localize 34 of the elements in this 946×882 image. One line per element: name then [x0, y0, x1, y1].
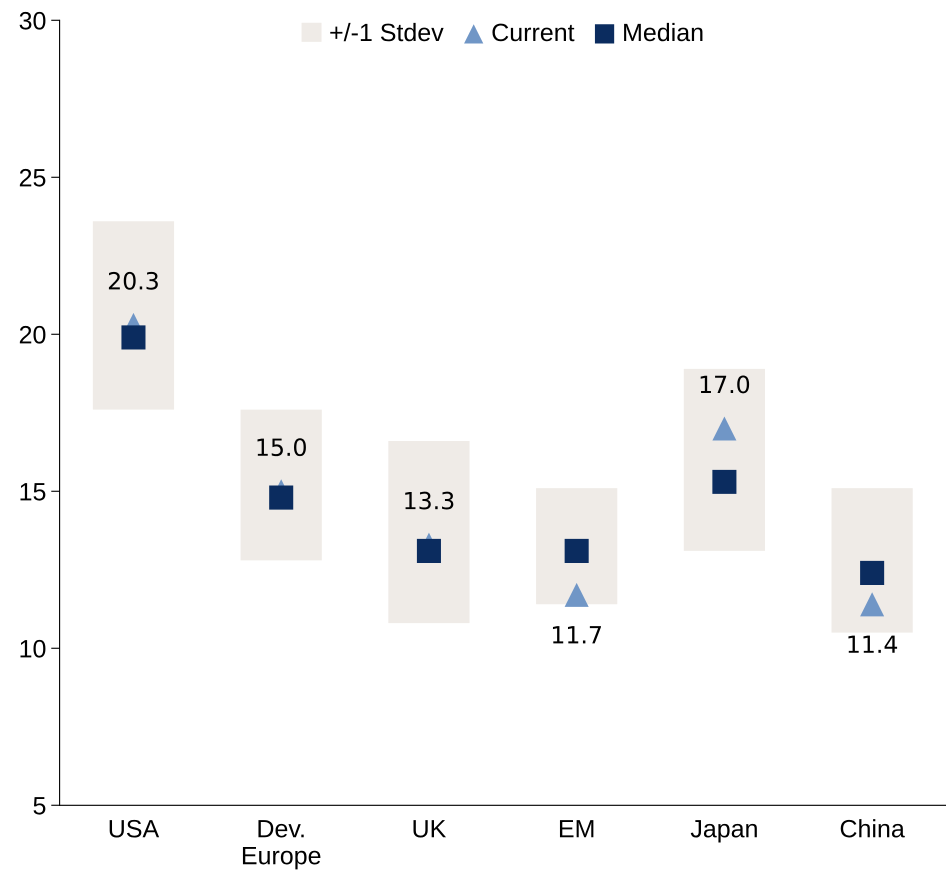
y-tick-label: 20 [20, 326, 46, 344]
x-tick-label: EM [560, 820, 594, 838]
x-tick-label: UK [413, 820, 446, 838]
x-tick-label: Dev. Europe [242, 820, 320, 870]
data-label: 15.0 [258, 438, 306, 456]
data-label: 13.3 [405, 492, 454, 510]
data-label: 11.7 [552, 626, 601, 644]
y-tick-label: 10 [20, 640, 46, 658]
data-label: 20.3 [108, 272, 158, 290]
bar [92, 221, 174, 410]
x-tick-label: China [840, 819, 905, 838]
bar [684, 368, 766, 551]
y-tick-label: 30 [20, 12, 46, 30]
point [860, 560, 884, 585]
bar [536, 488, 618, 604]
y-tick-label: 25 [20, 168, 46, 187]
x-tick-label: USA [110, 820, 160, 838]
legend-label: Median [624, 22, 702, 42]
data-label: 17.0 [700, 375, 750, 394]
y-tick-label: 15 [20, 483, 46, 501]
point [564, 538, 589, 563]
point [860, 592, 884, 616]
bar [832, 488, 913, 633]
bar [388, 441, 470, 624]
point [712, 416, 736, 441]
y-tick-label: 5 [34, 797, 46, 815]
x-tick-label: Japan [690, 820, 757, 842]
point [564, 582, 589, 607]
bar [240, 410, 322, 560]
point [121, 325, 146, 350]
legend-label: Current [492, 24, 574, 42]
point [712, 470, 736, 494]
legend-label: +/-1 Stdev [330, 22, 444, 42]
data-label: 11.4 [848, 636, 898, 653]
